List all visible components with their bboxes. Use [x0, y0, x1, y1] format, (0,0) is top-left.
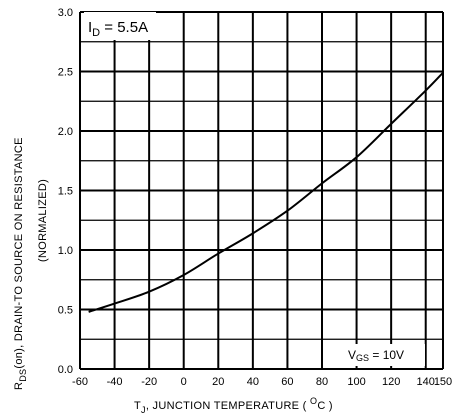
id-main: I [88, 19, 92, 36]
y-axis-title: RDS(on), DRAIN-TO SOURCE ON RESISTANCE [13, 137, 28, 390]
x-tick-label: -40 [107, 376, 123, 388]
vgs-annotation-text: VGS = 10V [348, 348, 404, 363]
vgs-rest: = 10V [369, 348, 404, 362]
id-annotation-text: ID = 5.5A [88, 19, 148, 39]
y-axis-title-main: R [13, 382, 25, 390]
x-tick-label: 140 [417, 376, 435, 388]
y-axis-title-sub: DS [18, 369, 28, 382]
series-layer [88, 71, 444, 313]
x-axis-title-sub: J [141, 405, 146, 415]
vgs-annotation-box [343, 344, 425, 366]
y-axis-title-line1: RDS(on), DRAIN-TO SOURCE ON RESISTANCE [13, 137, 28, 390]
y-tick-label: 1.5 [58, 186, 73, 198]
vgs-sub: GS [356, 353, 369, 363]
vgs-main: V [348, 348, 356, 362]
x-tick-label: 40 [247, 376, 259, 388]
x-tick-label: 120 [382, 376, 400, 388]
y-tick-label: 0.0 [58, 364, 73, 376]
y-axis-title-line2: (NORMALIZED) [37, 179, 49, 262]
x-tick-label: 20 [212, 376, 224, 388]
y-tick-label: 2.0 [58, 126, 73, 138]
x-tick-label: 60 [281, 376, 293, 388]
grid [79, 11, 444, 370]
x-tick-label: -20 [141, 376, 157, 388]
series-line [88, 71, 444, 313]
x-tick-label: 150 [434, 376, 452, 388]
x-axis-title: TJ, JUNCTION TEMPERATURE ( OC ) [134, 396, 333, 415]
x-axis-title-main: T [134, 400, 141, 412]
x-tick-label: -60 [72, 376, 88, 388]
x-axis-title-rest: , JUNCTION TEMPERATURE ( [146, 400, 310, 412]
id-sub: D [92, 27, 100, 39]
x-tick-label: 80 [316, 376, 328, 388]
id-annotation-box [84, 12, 156, 40]
y-tick-label: 1.0 [58, 245, 73, 257]
vgs-annotation: VGS = 10V [343, 344, 425, 366]
id-rest: = 5.5A [100, 19, 148, 36]
y-tick-label: 3.0 [58, 7, 73, 19]
y-tick-label: 0.5 [58, 305, 73, 317]
x-tick-label: 0 [181, 376, 187, 388]
y-axis-title-rest: (on), DRAIN-TO SOURCE ON RESISTANCE [13, 137, 25, 368]
y-tick-label: 2.5 [58, 67, 73, 79]
x-tick-label: 100 [347, 376, 365, 388]
x-axis-title-sup: O [310, 396, 317, 406]
id-annotation: ID = 5.5A [84, 12, 156, 40]
x-axis-title-unit: C ) [317, 400, 333, 412]
